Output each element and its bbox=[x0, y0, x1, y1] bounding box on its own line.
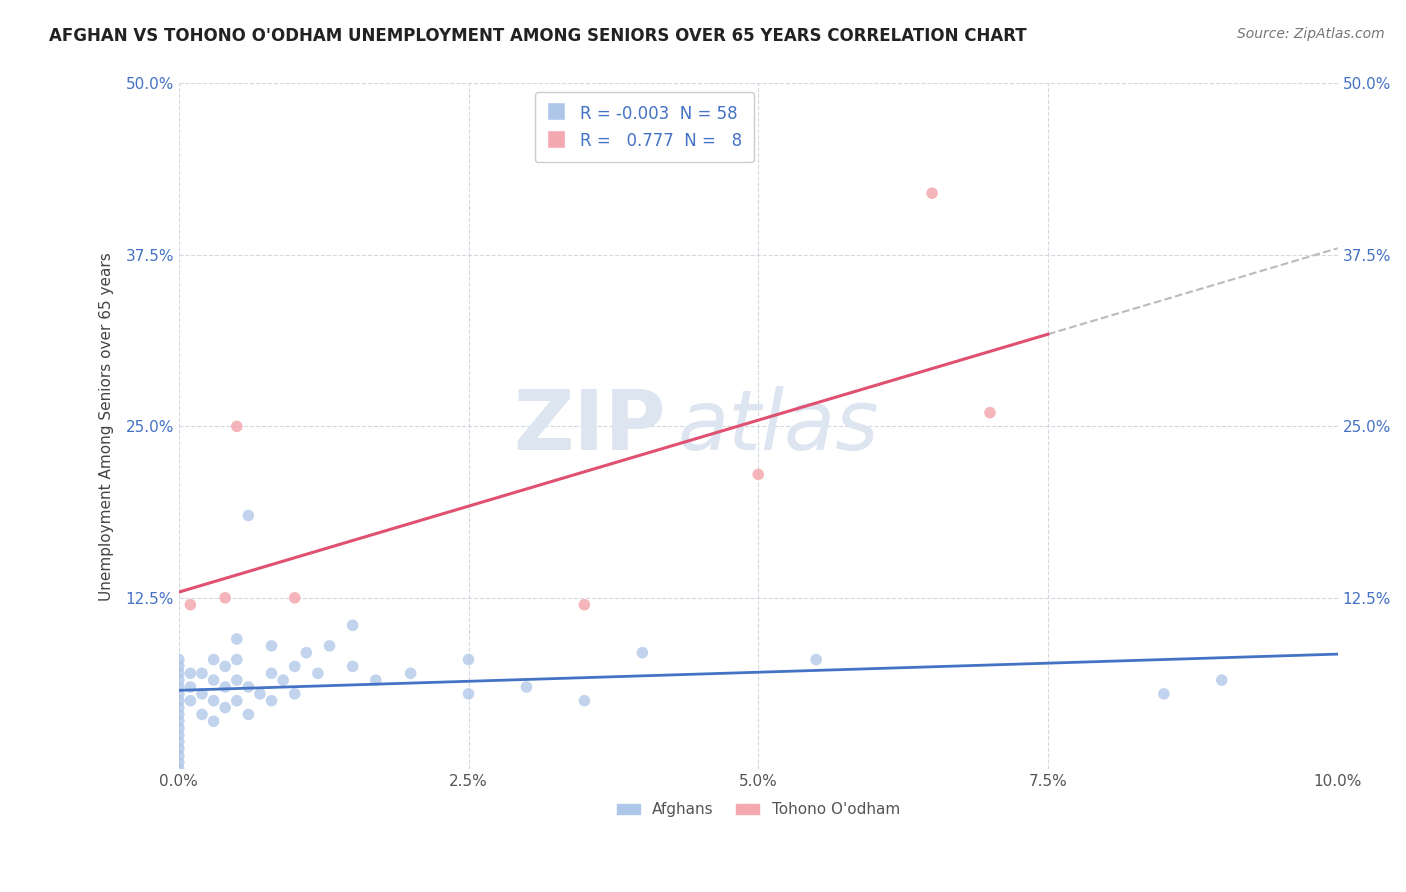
Point bbox=[804, 652, 827, 666]
Point bbox=[238, 680, 260, 694]
Point bbox=[214, 591, 236, 605]
Point bbox=[631, 646, 654, 660]
Point bbox=[399, 666, 422, 681]
Text: atlas: atlas bbox=[678, 386, 879, 467]
Point bbox=[167, 707, 190, 722]
Text: Source: ZipAtlas.com: Source: ZipAtlas.com bbox=[1237, 27, 1385, 41]
Point bbox=[214, 700, 236, 714]
Point bbox=[191, 707, 214, 722]
Point bbox=[574, 694, 596, 708]
Point bbox=[191, 666, 214, 681]
Point bbox=[167, 673, 190, 687]
Point bbox=[167, 728, 190, 742]
Point bbox=[260, 639, 283, 653]
Point bbox=[179, 666, 201, 681]
Point bbox=[167, 748, 190, 763]
Point bbox=[225, 694, 247, 708]
Point bbox=[1211, 673, 1233, 687]
Text: ZIP: ZIP bbox=[513, 386, 665, 467]
Point bbox=[202, 652, 225, 666]
Point bbox=[225, 673, 247, 687]
Point bbox=[342, 618, 364, 632]
Point bbox=[202, 694, 225, 708]
Point bbox=[225, 632, 247, 646]
Point bbox=[238, 707, 260, 722]
Point bbox=[260, 666, 283, 681]
Point bbox=[167, 694, 190, 708]
Point bbox=[167, 659, 190, 673]
Point bbox=[191, 687, 214, 701]
Point bbox=[167, 721, 190, 735]
Point bbox=[167, 652, 190, 666]
Point bbox=[167, 700, 190, 714]
Point bbox=[167, 680, 190, 694]
Point bbox=[284, 687, 307, 701]
Text: AFGHAN VS TOHONO O'ODHAM UNEMPLOYMENT AMONG SENIORS OVER 65 YEARS CORRELATION CH: AFGHAN VS TOHONO O'ODHAM UNEMPLOYMENT AM… bbox=[49, 27, 1026, 45]
Point bbox=[167, 756, 190, 770]
Point bbox=[515, 680, 537, 694]
Point bbox=[457, 687, 479, 701]
Point bbox=[225, 652, 247, 666]
Point bbox=[260, 694, 283, 708]
Legend: Afghans, Tohono O'odham: Afghans, Tohono O'odham bbox=[610, 797, 905, 823]
Point bbox=[214, 659, 236, 673]
Point bbox=[342, 659, 364, 673]
Point bbox=[238, 508, 260, 523]
Point bbox=[1153, 687, 1175, 701]
Point bbox=[271, 673, 294, 687]
Point bbox=[747, 467, 769, 482]
Point bbox=[921, 186, 943, 201]
Point bbox=[284, 591, 307, 605]
Point bbox=[179, 694, 201, 708]
Point bbox=[284, 659, 307, 673]
Point bbox=[318, 639, 340, 653]
Point bbox=[202, 673, 225, 687]
Y-axis label: Unemployment Among Seniors over 65 years: Unemployment Among Seniors over 65 years bbox=[100, 252, 114, 600]
Point bbox=[307, 666, 329, 681]
Point bbox=[295, 646, 318, 660]
Point bbox=[202, 714, 225, 729]
Point bbox=[167, 687, 190, 701]
Point bbox=[179, 598, 201, 612]
Point bbox=[167, 666, 190, 681]
Point bbox=[179, 680, 201, 694]
Point bbox=[457, 652, 479, 666]
Point bbox=[167, 741, 190, 756]
Point bbox=[167, 735, 190, 749]
Point bbox=[249, 687, 271, 701]
Point bbox=[574, 598, 596, 612]
Point bbox=[167, 762, 190, 776]
Point bbox=[979, 406, 1001, 420]
Point bbox=[225, 419, 247, 434]
Point bbox=[167, 714, 190, 729]
Point bbox=[364, 673, 387, 687]
Point bbox=[214, 680, 236, 694]
